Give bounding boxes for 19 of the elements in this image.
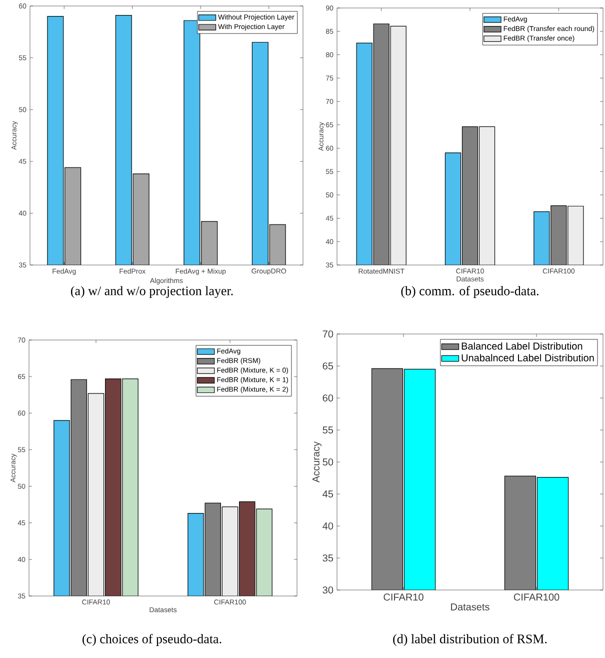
text: (d) label distribution of RSM.	[393, 634, 547, 646]
y-tick-label: 30	[322, 586, 334, 594]
y-tick-label: 50	[322, 458, 334, 466]
y-tick-label: 45	[322, 490, 334, 498]
x-tick-label: CIFAR10	[384, 594, 424, 601]
y-tick-label: 55	[322, 426, 334, 434]
legend-label: Balanced Label Distribution	[462, 342, 582, 350]
text: (a) w/ and w/o projection layer.	[70, 286, 233, 298]
y-tick-label: 65	[322, 362, 334, 370]
text: (c) choices of pseudo-data.	[82, 634, 222, 646]
x-tick-label: CIFAR100	[514, 594, 560, 601]
x-axis-title: Datasets	[451, 603, 490, 610]
y-axis-title: Accuracy	[312, 441, 322, 483]
y-tick-label: 60	[322, 394, 334, 402]
legend-label: Unabalnced Label Distribution	[462, 354, 594, 362]
text: (b) comm. of pseudo-data.	[401, 286, 538, 298]
y-tick-label: 40	[322, 522, 334, 530]
y-tick-label: 35	[322, 554, 334, 562]
y-tick-label: 70	[322, 330, 334, 338]
